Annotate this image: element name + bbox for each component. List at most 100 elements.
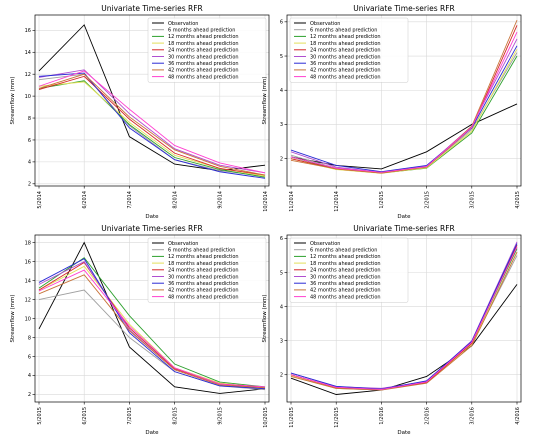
y-tick-label: 12 (25, 72, 31, 78)
y-tick-label: 5 (280, 270, 283, 276)
y-tick-label: 3 (280, 122, 283, 128)
y-tick-label: 10 (25, 316, 31, 322)
legend-entry: Observation (168, 21, 198, 27)
legend-box (147, 17, 267, 83)
legend-entry: 12 months ahead prediction (168, 34, 239, 40)
chart-title: Univariate Time-series RFR (101, 224, 202, 233)
legend-entry: 36 months ahead prediction (168, 281, 239, 287)
x-tick-label: 3/2016 (470, 407, 476, 425)
plot-frame (34, 14, 270, 187)
x-tick-label: 2/2016 (424, 407, 430, 425)
legend-entry: 48 months ahead prediction (310, 74, 381, 80)
x-tick-label: 1/2016 (379, 407, 385, 425)
series-line-1 (38, 241, 266, 394)
x-tick-label: 9/2014 (218, 191, 224, 209)
series-line-2 (38, 73, 266, 177)
x-tick-label: 11/2015 (289, 407, 295, 428)
legend-box (289, 17, 409, 83)
x-tick-label: 7/2014 (127, 191, 133, 209)
legend-entry: 36 months ahead prediction (310, 61, 381, 67)
chart-title: Univariate Time-series RFR (353, 4, 454, 13)
legend-entry: 24 months ahead prediction (168, 268, 239, 274)
y-axis-label: Streamflow (mm) (10, 77, 16, 125)
legend-entry: 12 months ahead prediction (168, 254, 239, 260)
y-tick-label: 16 (25, 28, 31, 34)
y-tick-label: 10 (25, 94, 31, 100)
series-line-8 (290, 251, 518, 391)
series-line-6 (38, 69, 266, 174)
legend-entry: 24 months ahead prediction (168, 48, 239, 54)
series-line-9 (38, 70, 266, 174)
legend-entry: 30 months ahead prediction (310, 54, 381, 60)
legend-entry: 18 months ahead prediction (310, 41, 381, 47)
legend-entry: 48 months ahead prediction (310, 294, 381, 300)
series-line-8 (38, 73, 266, 176)
legend-entry: 6 months ahead prediction (168, 28, 235, 34)
chart-title: Univariate Time-series RFR (101, 4, 202, 13)
y-tick-label: 6 (28, 138, 31, 144)
legend-entry: 48 months ahead prediction (168, 74, 239, 80)
legend-entry: 6 months ahead prediction (310, 248, 377, 254)
y-tick-label: 6 (28, 354, 31, 360)
x-tick-label: 7/2015 (127, 407, 133, 425)
chart-panel-3: Univariate Time-series RFR 2 4 6 8 10 12 14 16 18… (10, 224, 270, 436)
series-line-7 (290, 243, 518, 390)
y-tick-label: 4 (28, 373, 31, 379)
y-tick-label: 2 (28, 182, 31, 188)
legend-entry: 30 months ahead prediction (168, 54, 239, 60)
y-tick-label: 8 (28, 335, 31, 341)
series-line-9 (290, 246, 518, 390)
series-line-9 (290, 31, 518, 173)
y-tick-label: 14 (25, 278, 31, 284)
series-line-7 (38, 72, 266, 179)
y-tick-label: 3 (280, 338, 283, 344)
y-tick-label: 18 (25, 240, 31, 246)
x-tick-label: 12/2015 (334, 407, 340, 428)
y-tick-label: 2 (280, 156, 283, 162)
chart-panel-4: Univariate Time-series RFR 2 3 4 5 6 11/2015 12… (262, 224, 522, 436)
x-axis-label: Date (397, 214, 411, 220)
legend-box (147, 237, 267, 303)
legend-entry: 18 months ahead prediction (168, 261, 239, 267)
legend-entry: 24 months ahead prediction (310, 268, 381, 274)
series-line-8 (38, 274, 266, 389)
legend-entry: 42 months ahead prediction (310, 288, 381, 294)
legend-entry: 18 months ahead prediction (168, 41, 239, 47)
x-tick-label: 2/2015 (424, 191, 430, 209)
series-line-7 (290, 45, 518, 173)
legend-entry: 12 months ahead prediction (310, 254, 381, 260)
series-line-7 (38, 258, 266, 390)
y-tick-label: 6 (280, 236, 283, 242)
series-line-3 (38, 80, 266, 178)
legend-entry: Observation (310, 241, 340, 247)
series-line-4 (38, 265, 266, 389)
y-tick-label: 2 (28, 392, 31, 398)
x-tick-label: 6/2014 (82, 191, 88, 209)
y-tick-label: 4 (280, 304, 283, 310)
x-tick-label: 10/2014 (263, 191, 269, 212)
x-tick-label: 12/2014 (334, 191, 340, 212)
y-tick-label: 4 (28, 160, 31, 166)
y-axis-label: Streamflow (mm) (262, 295, 268, 343)
legend-entry: 18 months ahead prediction (310, 261, 381, 267)
legend-entry: 12 months ahead prediction (310, 34, 381, 40)
legend-entry: 42 months ahead prediction (310, 68, 381, 74)
legend-entry: 6 months ahead prediction (168, 248, 235, 254)
legend-entry: 36 months ahead prediction (168, 61, 239, 67)
x-tick-label: 11/2014 (289, 191, 295, 212)
x-tick-label: 1/2015 (379, 191, 385, 209)
legend-entry: 42 months ahead prediction (168, 68, 239, 74)
y-tick-label: 16 (25, 259, 31, 265)
x-axis-label: Date (145, 214, 159, 220)
y-axis-label: Streamflow (mm) (10, 295, 16, 343)
y-axis-label: Streamflow (mm) (262, 77, 268, 125)
series-line-9 (38, 269, 266, 388)
legend-entry: 36 months ahead prediction (310, 281, 381, 287)
y-tick-label: 14 (25, 50, 31, 56)
x-tick-label: 9/2015 (218, 407, 224, 425)
chart-title: Univariate Time-series RFR (353, 224, 454, 233)
x-tick-label: 4/2016 (515, 407, 521, 425)
